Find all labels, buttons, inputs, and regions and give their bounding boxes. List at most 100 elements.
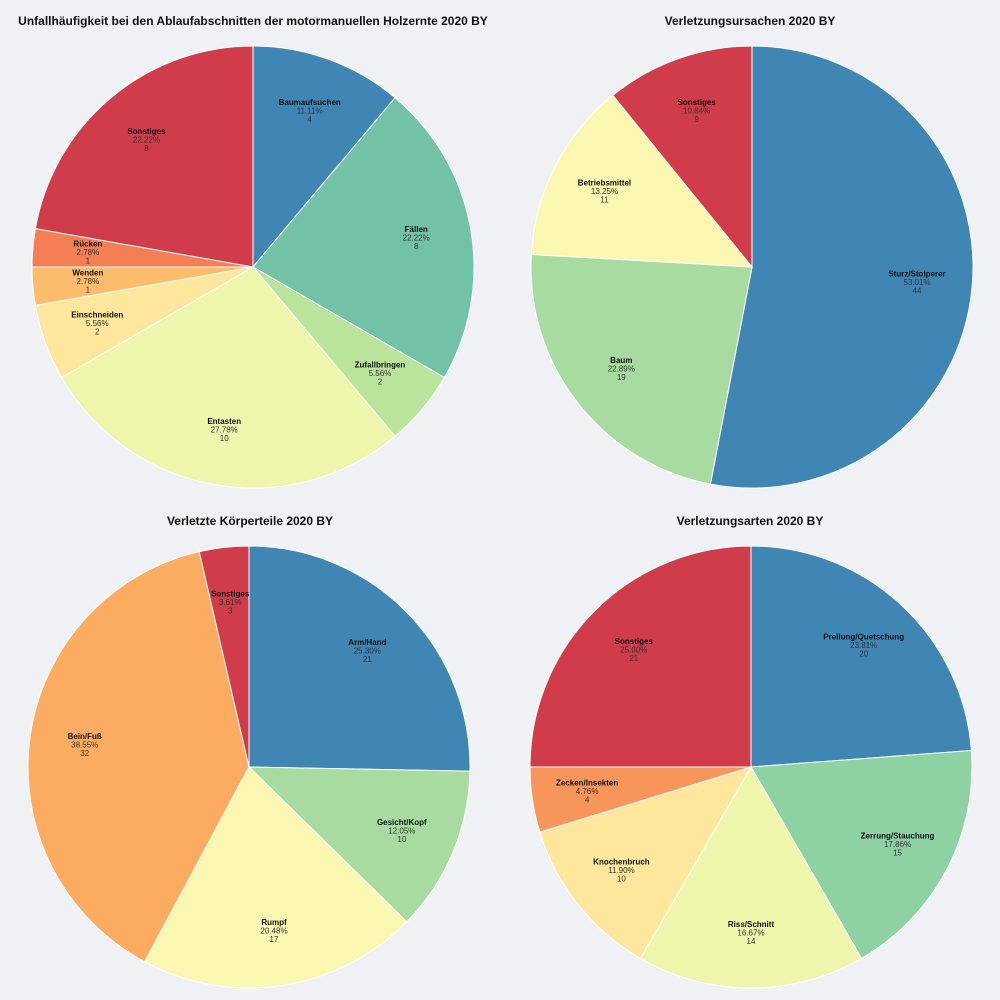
slice-name: Rumpf [261,918,287,927]
slice-count: 4 [585,796,590,805]
chart-title: Verletzungsursachen 2020 BY [664,14,836,28]
slice-percent: 5.56% [369,369,392,378]
slice-name: Prellung/Quetschung [823,632,904,641]
slice-percent: 12.05% [388,827,415,836]
slice-count: 2 [378,378,383,387]
slice-percent: 3.61% [219,598,242,607]
pie-slice-sonstiges [612,45,753,269]
pie-slice-prellung-quetschung [750,545,972,768]
slice-name: Riss/Schnitt [728,920,775,929]
slice-name: Baum [610,356,632,365]
slice-name: Sonstiges [615,637,654,646]
slice-count: 3 [228,606,233,615]
slice-count: 11 [600,195,609,204]
slice-percent: 16.67% [737,928,764,937]
slice-percent: 53.01% [903,278,930,287]
pie-slice-baum [530,253,753,485]
slice-percent: 38.55% [71,741,98,750]
slice-name: Gesicht/Kopf [377,818,427,827]
slice-count: 20 [859,649,868,658]
pie-panel-verletzungsarten: Verletzungsarten 2020 BY Prellung/Quetsc… [500,500,1000,1000]
slice-percent: 10.84% [683,106,710,115]
slice-percent: 22.89% [608,364,635,373]
slice-percent: 27.78% [211,426,238,435]
pie-slice-gesicht-kopf [247,766,471,923]
slice-count: 19 [617,373,626,382]
slice-percent: 11.90% [608,866,635,875]
slice-name: Rücken [73,240,102,249]
slice-percent: 25.00% [620,645,647,654]
pie-slice-sonstiges [529,545,752,768]
slice-percent: 2.78% [77,277,100,286]
slice-name: Zecken/Insekten [556,779,618,788]
slice-count: 14 [747,937,756,946]
pie-slice-entasten [60,266,396,489]
slice-count: 10 [397,835,406,844]
slice-percent: 4.76% [576,787,599,796]
slice-percent: 17.86% [884,840,911,849]
slice-percent: 2.78% [77,248,100,257]
slice-percent: 22.22% [403,234,430,243]
slice-name: Arm/Hand [348,638,386,647]
slice-count: 21 [363,655,372,664]
pie-slice-arm-hand [248,545,471,772]
pie-slice-sonstiges [34,45,254,268]
slice-count: 8 [144,144,149,153]
pie-slice-rumpf [143,766,408,989]
pie-slice-knochenbruch [539,766,753,960]
slice-percent: 23.81% [850,641,877,650]
chart-title: Unfallhäufigkeit bei den Ablaufabschnitt… [18,14,488,28]
slice-count: 10 [617,874,626,883]
slice-count: 1 [86,257,91,266]
pie-slice-bein-fuss [27,551,250,963]
slice-name: Sturz/Stolperer [888,270,945,279]
pie-panel-koerperteile: Verletzte Körperteile 2020 BY Arm/Hand 25… [0,500,500,1000]
pie-slice-faellen [252,96,475,379]
slice-name: Knochenbruch [593,857,650,866]
slice-name: Bein/Fuß [68,732,102,741]
slice-name: Zufallbringen [355,361,406,370]
pie-slice-sonstiges [198,545,250,768]
slice-name: Betriebsmittel [578,178,631,187]
slice-count: 8 [414,242,419,251]
slice-name: Fällen [405,225,428,234]
slice-name: Wenden [72,268,103,277]
slice-count: 17 [270,935,279,944]
chart-title: Verletzungsarten 2020 BY [676,514,824,528]
slice-percent: 25.30% [354,646,381,655]
slice-count: 2 [95,328,100,337]
slice-count: 21 [629,654,638,663]
slice-count: 4 [307,115,312,124]
slice-percent: 11.11% [297,107,323,116]
pie-slice-sturz-stolperer [709,45,974,489]
slice-name: Entasten [207,417,241,426]
slice-count: 10 [220,434,229,443]
pie-slice-baumaufsuchen [252,45,396,269]
pie-slice-riss-schnitt [639,765,863,989]
slice-name: Sonstiges [127,127,166,136]
slice-name: Baumaufsuchen [279,98,341,107]
